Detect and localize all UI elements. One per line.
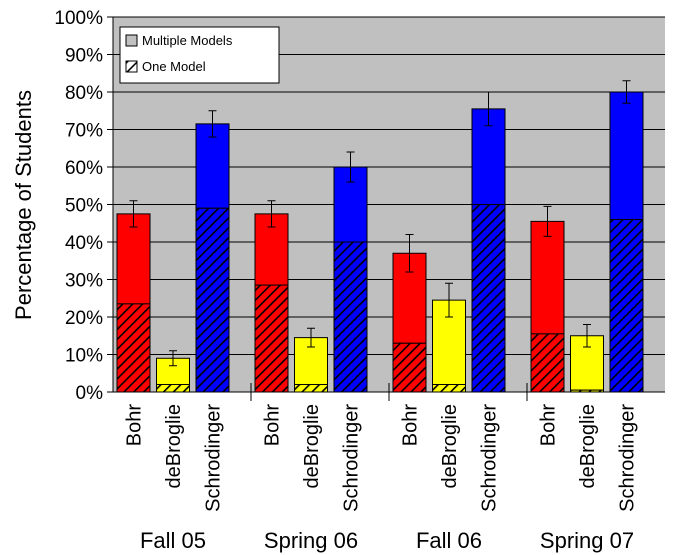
x-category-label: deBroglie: [577, 404, 599, 489]
legend-box: [119, 26, 280, 84]
legend-swatch-one-model: [125, 60, 138, 73]
bar-one-model: [294, 384, 328, 393]
bar-one-model: [116, 303, 151, 393]
bar-one-model: [195, 207, 230, 393]
y-tick-label: 20%: [65, 308, 103, 329]
y-tick-label: 70%: [65, 121, 103, 142]
y-tick-label: 0%: [76, 383, 104, 404]
bar-one-model: [471, 204, 506, 393]
y-tick-label: 90%: [65, 46, 103, 67]
bar-multiple-models: [530, 220, 565, 335]
x-category-label: Bohr: [262, 404, 284, 447]
y-tick-label: 30%: [65, 271, 103, 292]
x-category-label: Bohr: [400, 404, 422, 447]
x-group-label: Spring 06: [264, 528, 358, 553]
x-category-label: Schrodinger: [341, 404, 363, 512]
x-group-label: Spring 07: [540, 528, 634, 553]
y-tick-label: 50%: [65, 196, 103, 217]
y-tick-label: 100%: [54, 8, 103, 29]
legend-label-one-model: One Model: [142, 59, 206, 74]
x-category-label: Schrodinger: [203, 404, 225, 512]
bar-one-model: [254, 284, 289, 393]
bar-one-model: [570, 389, 604, 393]
bar-one-model: [432, 384, 466, 393]
x-category-label: Schrodinger: [479, 404, 501, 512]
y-tick-label: 60%: [65, 158, 103, 179]
y-tick-label: 40%: [65, 233, 103, 254]
legend: Multiple Models One Model: [119, 26, 280, 84]
x-category-label: deBroglie: [163, 404, 185, 489]
bar-multiple-models: [195, 123, 230, 209]
bar-one-model: [530, 333, 565, 393]
x-group-label: Fall 06: [416, 528, 482, 553]
x-category-label: deBroglie: [439, 404, 461, 489]
x-category-label: Bohr: [538, 404, 560, 447]
bar-multiple-models: [116, 213, 151, 305]
bar-multiple-models: [609, 91, 644, 220]
y-tick-label: 10%: [65, 346, 103, 367]
bar-one-model: [156, 384, 190, 393]
x-group-label: Fall 05: [140, 528, 206, 553]
y-axis-title: Percentage of Students: [11, 90, 36, 320]
bar-one-model: [333, 241, 368, 393]
legend-swatch-multiple-models: [125, 34, 138, 47]
x-category-label: deBroglie: [301, 404, 323, 489]
y-tick-label: 80%: [65, 83, 103, 104]
legend-label-multiple-models: Multiple Models: [142, 33, 233, 48]
bar-one-model: [392, 342, 427, 393]
x-category-label: Bohr: [124, 404, 146, 447]
bar-one-model: [609, 219, 644, 393]
x-category-label: Schrodinger: [617, 404, 639, 512]
